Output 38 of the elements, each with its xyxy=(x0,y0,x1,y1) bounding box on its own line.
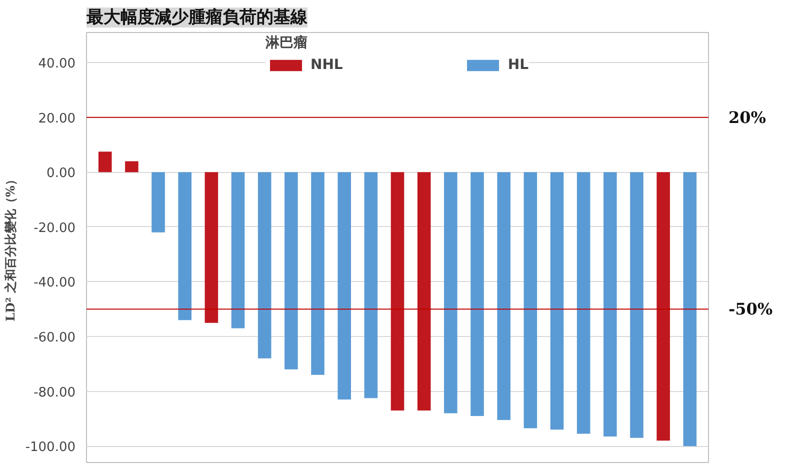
bar xyxy=(231,172,245,328)
y-tick-label: 0.00 xyxy=(46,166,76,182)
bar xyxy=(576,172,590,434)
legend-label: HL xyxy=(508,57,528,73)
chart-title: 最大幅度減少腫瘤負荷的基線 xyxy=(86,8,308,28)
legend-title: 淋巴瘤 xyxy=(266,34,308,52)
bar xyxy=(524,172,538,428)
bar xyxy=(338,172,351,400)
legend-label: NHL xyxy=(310,57,343,73)
bar xyxy=(152,172,165,232)
bar xyxy=(284,172,298,370)
ref-line-label: -50% xyxy=(728,300,773,319)
y-tick-label: -60.00 xyxy=(34,330,76,346)
bar xyxy=(656,172,670,441)
bar xyxy=(417,172,431,410)
y-tick-label: -100.00 xyxy=(25,440,76,456)
ref-line-label: 20% xyxy=(728,108,766,127)
bar xyxy=(497,172,510,420)
bar xyxy=(98,152,112,172)
bar xyxy=(125,161,138,172)
bar xyxy=(630,172,644,438)
y-tick-label: 40.00 xyxy=(38,56,76,72)
bar xyxy=(683,172,697,446)
bar xyxy=(390,172,404,410)
bar xyxy=(364,172,378,398)
y-axis-title: LD² 之和百分比變化（%） xyxy=(3,174,18,322)
y-tick-label: -40.00 xyxy=(34,276,76,291)
bar xyxy=(204,172,218,323)
bar xyxy=(311,172,324,375)
bar xyxy=(550,172,564,430)
y-tick-label: -80.00 xyxy=(34,385,76,400)
y-tick-label: -20.00 xyxy=(34,220,76,236)
bar xyxy=(470,172,484,416)
bar xyxy=(444,172,458,414)
bar xyxy=(258,172,272,358)
bar xyxy=(178,172,192,320)
y-tick-label: 20.00 xyxy=(38,111,76,126)
bar xyxy=(604,172,617,436)
